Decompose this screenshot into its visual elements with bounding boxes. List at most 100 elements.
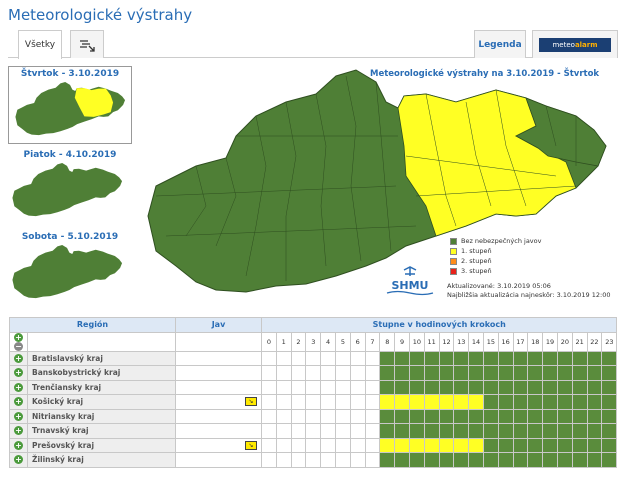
- hour-cell: [320, 423, 336, 439]
- hour-label: 18: [527, 331, 544, 352]
- tab-wind[interactable]: [70, 30, 104, 58]
- tab-all[interactable]: Všetky: [18, 30, 62, 59]
- hour-cell: [556, 365, 573, 381]
- table-row[interactable]: + Prešovský kraj ↘: [9, 437, 618, 453]
- table-row[interactable]: + Bratislavský kraj: [9, 350, 618, 366]
- hour-cell: [290, 408, 307, 424]
- hour-cell: [527, 452, 544, 468]
- plus-icon[interactable]: +: [14, 397, 23, 407]
- row-expand-button[interactable]: +: [9, 379, 28, 395]
- expand-collapse-all[interactable]: + −: [9, 331, 28, 352]
- hour-cell: [275, 423, 292, 439]
- hour-cell: [468, 408, 484, 424]
- shmu-logo: SHMU: [386, 266, 434, 296]
- collapse-all-icon[interactable]: −: [14, 341, 23, 351]
- hour-label: 0: [261, 331, 277, 352]
- col-jav-header: Jav: [175, 317, 262, 333]
- hour-label: 2: [290, 331, 307, 352]
- tab-legend[interactable]: Legenda: [474, 30, 526, 58]
- hour-cell: [379, 437, 396, 453]
- hour-cell: [453, 423, 470, 439]
- hour-cell: [542, 350, 558, 366]
- tab-meteoalarm[interactable]: meteo alarm: [532, 30, 618, 58]
- hour-label: 12: [438, 331, 455, 352]
- jav-cell: [175, 408, 262, 424]
- hour-cell: [408, 452, 425, 468]
- hour-cell: [571, 394, 588, 410]
- table-row[interactable]: + Banskobystrický kraj: [9, 365, 618, 381]
- hour-cell: [349, 379, 366, 395]
- hour-cell: [512, 394, 529, 410]
- plus-icon[interactable]: +: [14, 426, 23, 436]
- row-expand-button[interactable]: +: [9, 394, 28, 410]
- row-expand-button[interactable]: +: [9, 423, 28, 439]
- hour-cell: [290, 379, 307, 395]
- hour-label: 4: [320, 331, 336, 352]
- table-row[interactable]: + Trenčiansky kraj: [9, 379, 618, 395]
- hour-label: 19: [542, 331, 558, 352]
- wind-warning-icon[interactable]: ↘: [245, 440, 257, 450]
- hour-cell: [438, 408, 455, 424]
- plus-icon[interactable]: +: [14, 368, 23, 378]
- hour-cell: [349, 394, 366, 410]
- table-row[interactable]: + Košický kraj ↘: [9, 394, 618, 410]
- hour-cell: [527, 437, 544, 453]
- hour-cell: [379, 394, 396, 410]
- hour-cell: [512, 408, 529, 424]
- hour-cell: [334, 379, 351, 395]
- hour-cell: [364, 452, 381, 468]
- hour-cell: [423, 437, 440, 453]
- wind-warning-icon[interactable]: ↘: [245, 397, 257, 407]
- hour-cell: [453, 394, 470, 410]
- hour-cell: [497, 408, 514, 424]
- plus-icon[interactable]: +: [14, 353, 23, 363]
- row-expand-button[interactable]: +: [9, 408, 28, 424]
- hour-cell: [601, 379, 618, 395]
- hour-cell: [320, 379, 336, 395]
- row-expand-button[interactable]: +: [9, 365, 28, 381]
- hour-cell: [527, 394, 544, 410]
- plus-icon[interactable]: +: [14, 411, 23, 421]
- plus-icon[interactable]: +: [14, 382, 23, 392]
- day-label-3: Sobota - 5.10.2019: [21, 232, 119, 242]
- hour-cell: [320, 408, 336, 424]
- hour-cell: [334, 394, 351, 410]
- update-info: Aktualizované: 3.10.2019 05:06 Najbližši…: [447, 282, 611, 300]
- hour-cell: [261, 423, 277, 439]
- legend-item-none: Bez nebezpečných javov: [450, 236, 541, 246]
- hour-cell: [305, 408, 322, 424]
- hour-cell: [320, 350, 336, 366]
- hour-cell: [571, 423, 588, 439]
- day-card-1[interactable]: Štvrtok - 3.10.2019: [8, 66, 132, 144]
- hour-cell: [601, 452, 618, 468]
- hour-cell: [468, 437, 484, 453]
- plus-icon[interactable]: +: [14, 440, 23, 450]
- hour-cell: [349, 423, 366, 439]
- hour-cell: [556, 408, 573, 424]
- hour-cell: [438, 379, 455, 395]
- hour-cell: [453, 437, 470, 453]
- expand-all-icon[interactable]: +: [14, 332, 23, 342]
- hour-cell: [497, 437, 514, 453]
- row-expand-button[interactable]: +: [9, 437, 28, 453]
- hour-cell: [394, 437, 410, 453]
- hour-cell: [349, 365, 366, 381]
- region-name: Žilinský kraj: [27, 452, 176, 468]
- table-row[interactable]: + Trnavský kraj: [9, 423, 618, 439]
- hour-cell: [261, 452, 277, 468]
- hour-label: 23: [601, 331, 618, 352]
- hour-cell: [542, 452, 558, 468]
- hour-cell: [468, 394, 484, 410]
- row-expand-button[interactable]: +: [9, 350, 28, 366]
- row-expand-button[interactable]: +: [9, 452, 28, 468]
- hour-label: 1: [275, 331, 292, 352]
- day-card-2[interactable]: Piatok - 4.10.2019: [8, 150, 132, 222]
- table-row[interactable]: + Žilinský kraj: [9, 452, 618, 468]
- hour-label: 16: [497, 331, 514, 352]
- day-card-3[interactable]: Sobota - 5.10.2019: [8, 232, 132, 304]
- table-row[interactable]: + Nitriansky kraj: [9, 408, 618, 424]
- plus-icon[interactable]: +: [14, 455, 23, 465]
- hour-cell: [527, 408, 544, 424]
- legend-item-level3: 3. stupeň: [450, 266, 541, 276]
- hour-cell: [320, 365, 336, 381]
